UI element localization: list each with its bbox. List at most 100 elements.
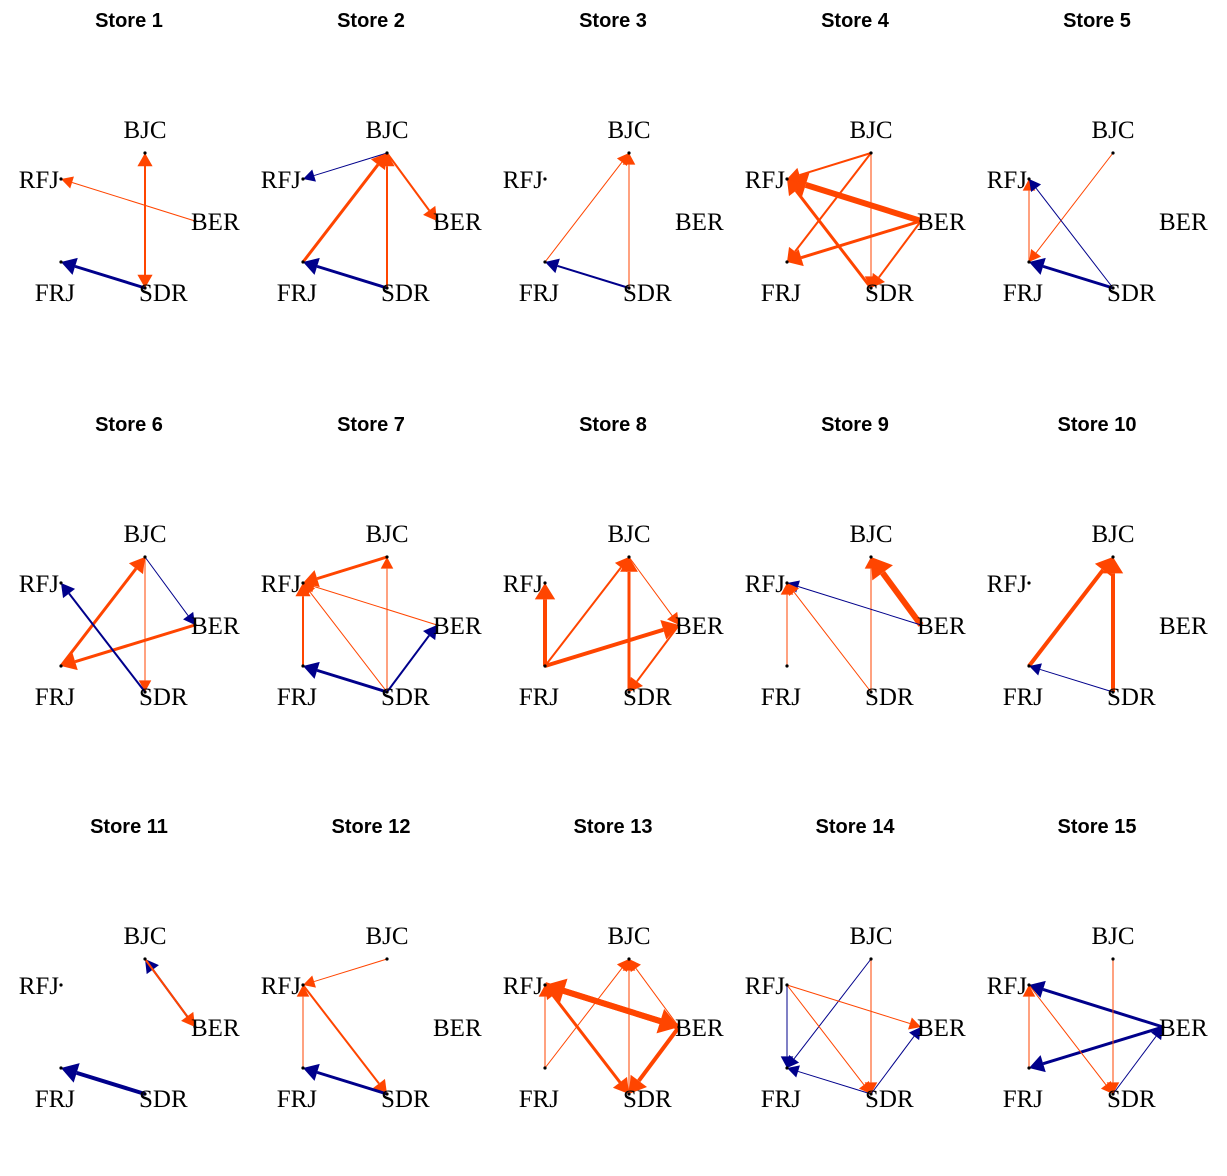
edge-frj-to-rfj [295,583,311,666]
panel-title: Store 10 [1057,414,1137,436]
node-rfj-dot [785,177,789,181]
edge-arrowhead [423,625,437,641]
edge-arrowhead [61,583,76,599]
node-bjc-dot [1111,555,1115,559]
edge-line [786,984,911,1025]
node-ber-label: BER [1159,1015,1208,1042]
store-panel: Store 11 BJC BER SDR FRJ RFJ [8,806,250,1176]
node-frj-label: FRJ [519,684,560,711]
node-frj-label: FRJ [277,1086,318,1113]
store-diagram-grid: Store 1 BJC BER SDR FRJ RFJ Store 2 BJC BER SDR FR… [19,0,1218,1113]
node-sdr-dot [869,286,873,290]
edge-rfj-to-sdr [302,984,387,1094]
node-bjc-label: BJC [607,117,650,144]
edge-sdr-to-frj [787,1065,872,1095]
edge-sdr-to-rfj [787,583,872,693]
edge-line [793,591,872,693]
edge-rfj-to-ber [786,984,921,1030]
node-rfj-dot [1027,983,1031,987]
edge-sdr-to-bjc [622,153,636,288]
node-bjc-dot [385,555,389,559]
node-rfj-dot [59,177,63,181]
node-ber-label: BER [433,209,482,236]
edge-ber-to-rfj [303,580,438,626]
network-graph: BJC BER SDR FRJ RFJ [987,521,1208,711]
edge-arrowhead [1022,985,1036,997]
edge-line [1042,987,1164,1029]
edge-arrowhead [620,557,638,572]
edge-line [794,189,873,289]
edge-arrowhead [183,611,195,625]
node-ber-label: BER [675,1015,724,1042]
panel-title: Store 5 [1063,10,1131,32]
node-bjc-dot [869,957,873,961]
edge-arrowhead [379,153,395,167]
edge-arrowhead [787,179,804,197]
node-rfj-dot [543,177,547,181]
edge-rfj-to-sdr [1028,984,1113,1094]
edge-arrowhead [660,620,679,640]
edge-ber-to-sdr [871,220,922,288]
edge-arrowhead [909,1027,921,1041]
edge-sdr-to-bjc [137,153,153,288]
edge-sdr-to-ber [870,1027,921,1095]
edge-rfj-to-frj [780,985,794,1068]
edge-sdr-to-frj [303,257,388,290]
edge-bjc-to-sdr [1106,959,1120,1094]
node-ber-dot [677,1025,681,1029]
store-panel: Store 8 BJC BER SDR FRJ RFJ [492,404,734,774]
node-ber-dot [193,1025,197,1029]
node-ber-label: BER [191,613,240,640]
node-bjc-label: BJC [607,923,650,950]
node-rfj-dot [301,983,305,987]
edge-sdr-to-frj [303,1063,388,1096]
edge-arrowhead [61,653,78,671]
edge-line [1027,568,1105,668]
edge-line [59,567,138,667]
node-sdr-dot [869,1092,873,1096]
node-ber-dot [1161,1025,1165,1029]
node-sdr-dot [143,1092,147,1096]
edge-line [544,627,664,668]
node-rfj-label: RFJ [745,167,786,194]
node-rfj-label: RFJ [19,167,60,194]
node-frj-dot [543,1066,547,1070]
edge-bjc-to-ber [144,556,195,625]
edge-line [316,1070,388,1096]
node-frj-dot [59,664,63,668]
edge-line [636,624,680,683]
node-bjc-dot [385,957,389,961]
panel-title: Store 4 [821,10,889,32]
node-sdr-label: SDR [1107,1086,1156,1113]
panel-title: Store 1 [95,10,163,32]
edge-sdr-to-bjc [379,153,395,288]
node-ber-dot [677,623,681,627]
node-rfj-dot [301,177,305,181]
node-ber-dot [193,219,197,223]
store-panel: Store 5 BJC BER SDR FRJ RFJ [976,0,1218,370]
edge-bjc-to-rfj [303,958,388,988]
panel-title: Store 15 [1057,816,1137,838]
edge-arrowhead [787,246,802,262]
node-rfj-label: RFJ [987,571,1028,598]
node-ber-label: BER [191,1015,240,1042]
edge-arrowhead [908,1017,921,1030]
edge-line [316,264,388,290]
node-ber-label: BER [917,613,966,640]
node-sdr-dot [1111,1092,1115,1096]
network-graph: BJC BER SDR FRJ RFJ [745,117,966,307]
edge-arrowhead [137,153,153,167]
panel-title: Store 7 [337,414,405,436]
edge-arrowhead [787,167,802,183]
node-rfj-label: RFJ [19,571,60,598]
node-rfj-dot [1027,581,1031,585]
edge-sdr-to-bjc [622,959,636,1094]
node-bjc-label: BJC [849,521,892,548]
node-frj-dot [1027,1066,1031,1070]
edge-ber-to-rfj [1029,980,1164,1029]
edge-sdr-to-rfj [1029,179,1114,289]
node-sdr-dot [143,286,147,290]
node-rfj-dot [59,983,63,987]
store-panel: Store 10 BJC BER SDR FRJ RFJ [976,404,1218,774]
network-graph: BJC BER SDR FRJ RFJ [261,521,482,711]
